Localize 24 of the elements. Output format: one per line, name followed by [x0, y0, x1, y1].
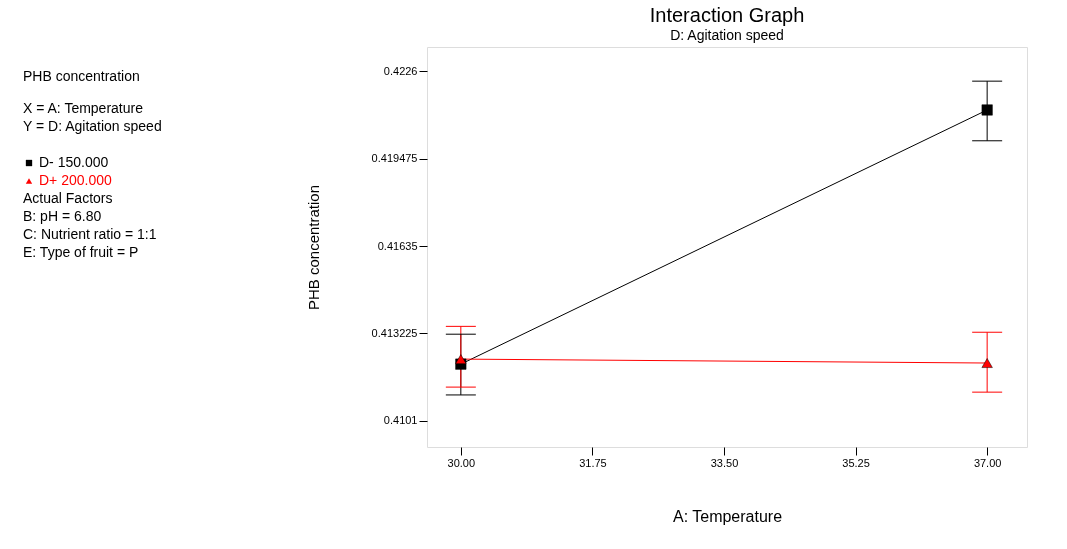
y-tick-label: 0.4226	[383, 64, 418, 77]
y-tick-label: 0.4101	[383, 414, 418, 427]
text: PHB concentration	[23, 68, 140, 84]
x-tick-label: 31.75	[579, 456, 607, 469]
y-tick-label: 0.419475	[371, 152, 418, 165]
x-tick-label: 30.00	[447, 456, 476, 469]
y-tick-label: 0.413225	[371, 326, 418, 339]
x-tick-label: 35.25	[842, 456, 870, 469]
text: B: pH = 6.80	[23, 208, 102, 224]
y-tick-label: 0.41635	[377, 239, 418, 252]
chart-title: Interaction Graph	[649, 4, 805, 26]
text: C: Nutrient ratio = 1:1	[23, 226, 157, 242]
text: Actual Factors	[23, 190, 113, 206]
text: X = A: Temperature	[23, 100, 144, 116]
x-tick-label: 37.00	[973, 456, 1002, 469]
legend-label: D+ 200.000	[39, 172, 112, 188]
chart-subtitle: D: Agitation speed	[670, 27, 784, 43]
x-tick-label: 33.50	[710, 456, 739, 469]
x-axis-title: A: Temperature	[672, 507, 783, 525]
text: E: Type of fruit = P	[23, 244, 139, 260]
text: Y = D: Agitation speed	[23, 118, 162, 134]
y-axis-title: PHB concentration	[304, 184, 322, 311]
point	[981, 104, 993, 116]
legend-label: D- 150.000	[39, 154, 109, 170]
